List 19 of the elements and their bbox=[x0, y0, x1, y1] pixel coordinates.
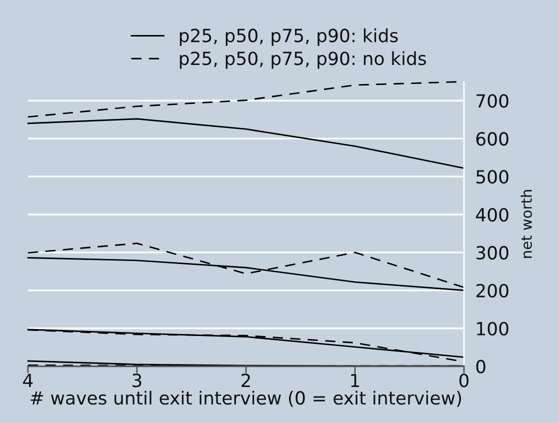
x-tick-label: 2 bbox=[242, 374, 250, 387]
y-tick-label: 700 bbox=[476, 94, 508, 108]
y-tick-label: 0 bbox=[476, 360, 486, 374]
line-series bbox=[27, 242, 465, 288]
y-tick-label: 500 bbox=[476, 170, 508, 184]
y-tick-label: 100 bbox=[477, 322, 508, 336]
line-series bbox=[27, 118, 465, 169]
y-tick-label: 300 bbox=[476, 246, 508, 260]
x-axis-title: # waves until exit interview (0 = exit interview) bbox=[30, 390, 462, 407]
legend-label: p25, p50, p75, p90: kids bbox=[180, 28, 398, 46]
x-tick-label: 0 bbox=[459, 374, 469, 388]
y-tick-label: 200 bbox=[476, 284, 508, 298]
y-tick-label: 600 bbox=[476, 132, 508, 146]
x-tick-label: 1 bbox=[351, 374, 360, 387]
x-tick-label: 4 bbox=[23, 374, 33, 387]
legend-label: p25, p50, p75, p90: no kids bbox=[180, 51, 426, 69]
y-axis-title: net worth bbox=[520, 190, 532, 258]
x-tick-label: 3 bbox=[132, 374, 142, 388]
y-tick-label: 400 bbox=[476, 208, 508, 222]
